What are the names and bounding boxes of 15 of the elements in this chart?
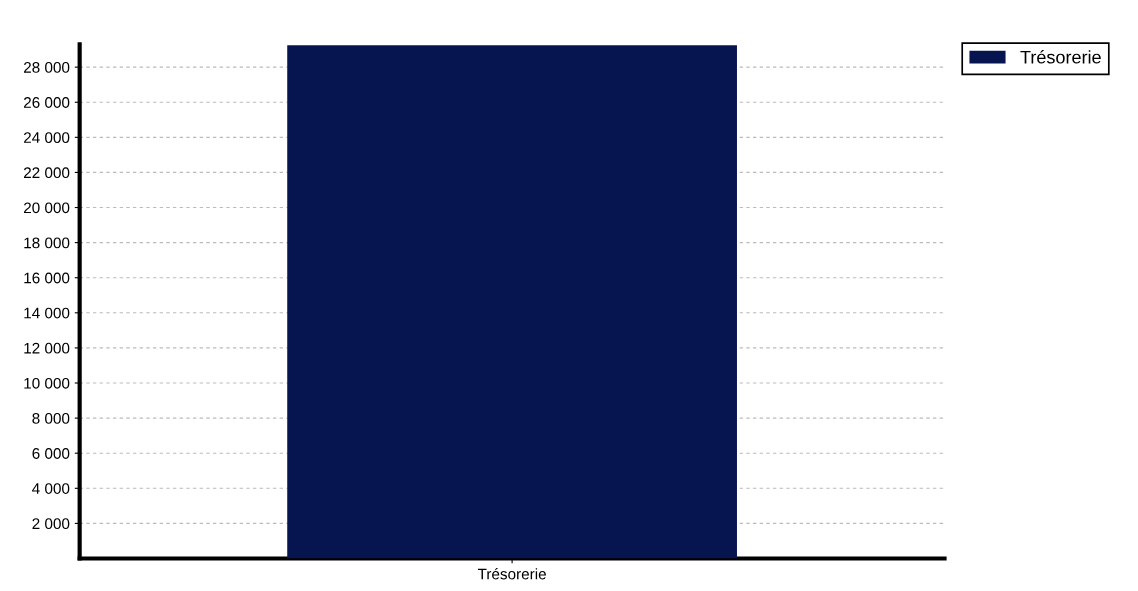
y-tick-label: 24 000 xyxy=(23,132,70,144)
y-tick-label: 26 000 xyxy=(23,97,70,108)
y-tick-label: 20 000 xyxy=(23,202,70,214)
y-tick-label: 22 000 xyxy=(23,167,70,179)
y-tick-label: 4 000 xyxy=(32,483,70,494)
y-tick-label: 12 000 xyxy=(24,342,70,354)
y-tick-label: 16 000 xyxy=(24,272,70,284)
y-tick-label: 2 000 xyxy=(32,518,70,530)
y-tick-label: 18 000 xyxy=(24,237,70,249)
y-tick-label: 6 000 xyxy=(32,448,70,459)
y-tick-label: 10 000 xyxy=(24,377,70,389)
y-tick-label: 14 000 xyxy=(24,307,70,319)
y-tick-label: 8 000 xyxy=(32,412,70,424)
y-tick-label: 28 000 xyxy=(23,62,70,73)
legend-label: Trésorerie xyxy=(1020,50,1101,64)
